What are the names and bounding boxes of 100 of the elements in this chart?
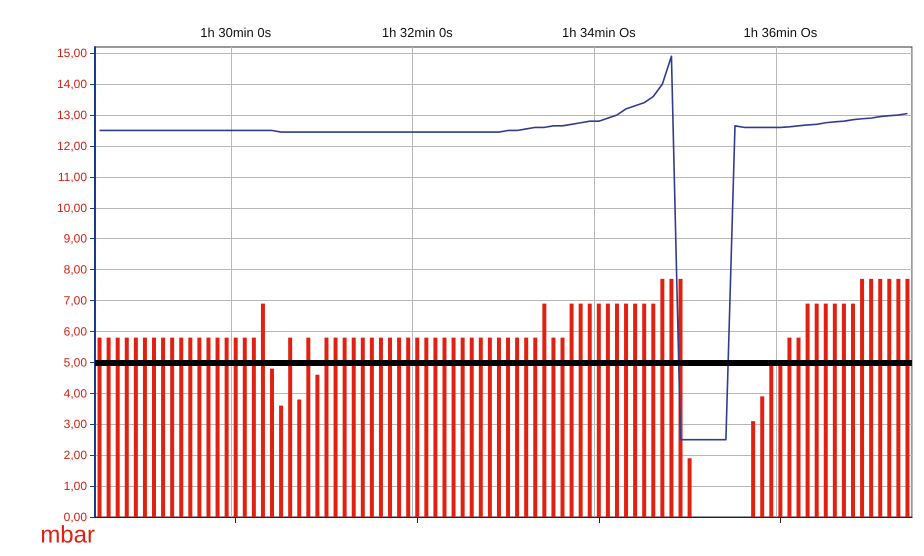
y-tick-label: 12,00 [56, 138, 88, 153]
x-tick-label: 1h 30min 0s [200, 25, 272, 40]
bar [98, 338, 102, 517]
bar [216, 338, 220, 517]
bar [787, 338, 792, 517]
x-tick-label: 1h 36min Os [744, 25, 818, 40]
y-tick-label: 0,00 [64, 510, 88, 524]
bar [570, 304, 574, 517]
bar [688, 458, 692, 517]
bar [324, 338, 328, 517]
y-tick-label: 6,00 [64, 324, 88, 338]
bar [279, 406, 284, 517]
bar [524, 338, 528, 517]
x-tick-label: 1h 34min Os [562, 25, 636, 40]
bar [270, 368, 274, 517]
bar [334, 338, 338, 517]
bar [796, 338, 801, 517]
bar [478, 338, 483, 517]
bar [197, 338, 202, 517]
bar [388, 338, 392, 517]
bar [660, 278, 664, 517]
bar [551, 338, 556, 517]
bar [179, 338, 184, 517]
y-tick-label: 1,00 [64, 479, 88, 494]
bar [442, 338, 446, 517]
y-tick-label: 14,00 [56, 77, 88, 92]
bar [633, 304, 638, 517]
y-tick-label: 7,00 [64, 294, 88, 308]
y-tick-label: 2,00 [64, 448, 88, 462]
bar [124, 338, 129, 517]
bar [842, 304, 846, 517]
bar [433, 338, 438, 517]
y-tick-label: 5,00 [64, 355, 88, 370]
bar [106, 338, 111, 517]
bar [751, 421, 756, 517]
x-tick-label: 1h 32min 0s [382, 25, 454, 40]
bar [397, 338, 402, 517]
y-tick-label: 11,00 [58, 170, 88, 184]
bar [824, 304, 828, 517]
bar [560, 338, 565, 517]
bar [596, 304, 601, 517]
bar [378, 338, 383, 517]
bar [642, 304, 646, 517]
bar [452, 338, 456, 517]
bar [234, 338, 238, 517]
bar [142, 338, 147, 517]
bar [206, 338, 210, 517]
bar [460, 338, 465, 517]
y-tick-label: 3,00 [64, 417, 88, 432]
bar [170, 338, 174, 517]
bar [242, 338, 247, 517]
bar [860, 278, 864, 517]
bar [606, 304, 610, 517]
bar [134, 338, 138, 517]
bar [896, 278, 900, 517]
bar [669, 278, 674, 517]
bar [588, 304, 592, 517]
y-tick-label: 10,00 [56, 200, 88, 215]
bar [832, 304, 837, 517]
bar [878, 278, 882, 517]
bar [352, 338, 356, 517]
bar [306, 338, 310, 517]
bar [869, 278, 874, 517]
bar [116, 338, 120, 517]
bar [360, 338, 365, 517]
bar [760, 396, 764, 517]
bar [488, 338, 492, 517]
bar [578, 304, 583, 517]
bar [406, 338, 410, 517]
bar [260, 304, 265, 517]
bar [614, 304, 619, 517]
y-tick-label: 15,00 [56, 46, 88, 60]
y-axis-title: mbar [40, 522, 95, 548]
bar [651, 304, 656, 517]
bar [415, 338, 420, 517]
bar [252, 338, 256, 517]
bar [424, 338, 428, 517]
bar [515, 338, 520, 517]
bar [506, 338, 510, 517]
bar [470, 338, 474, 517]
bar [297, 400, 302, 517]
y-tick-label: 8,00 [64, 262, 88, 277]
bar [161, 338, 166, 517]
bar [496, 338, 501, 517]
y-tick-label: 9,00 [64, 232, 88, 246]
bar [533, 338, 538, 517]
bar [224, 338, 229, 517]
bar [342, 338, 347, 517]
bar [806, 304, 810, 517]
bar [370, 338, 374, 517]
bar [814, 304, 819, 517]
bar [887, 278, 892, 517]
bar [288, 338, 292, 517]
bar [315, 374, 320, 517]
y-tick-label: 4,00 [64, 386, 88, 400]
bar [905, 278, 910, 517]
line-series [98, 55, 908, 440]
bar [152, 338, 156, 517]
bar [188, 338, 192, 517]
y-tick-label: 13,00 [56, 108, 88, 122]
